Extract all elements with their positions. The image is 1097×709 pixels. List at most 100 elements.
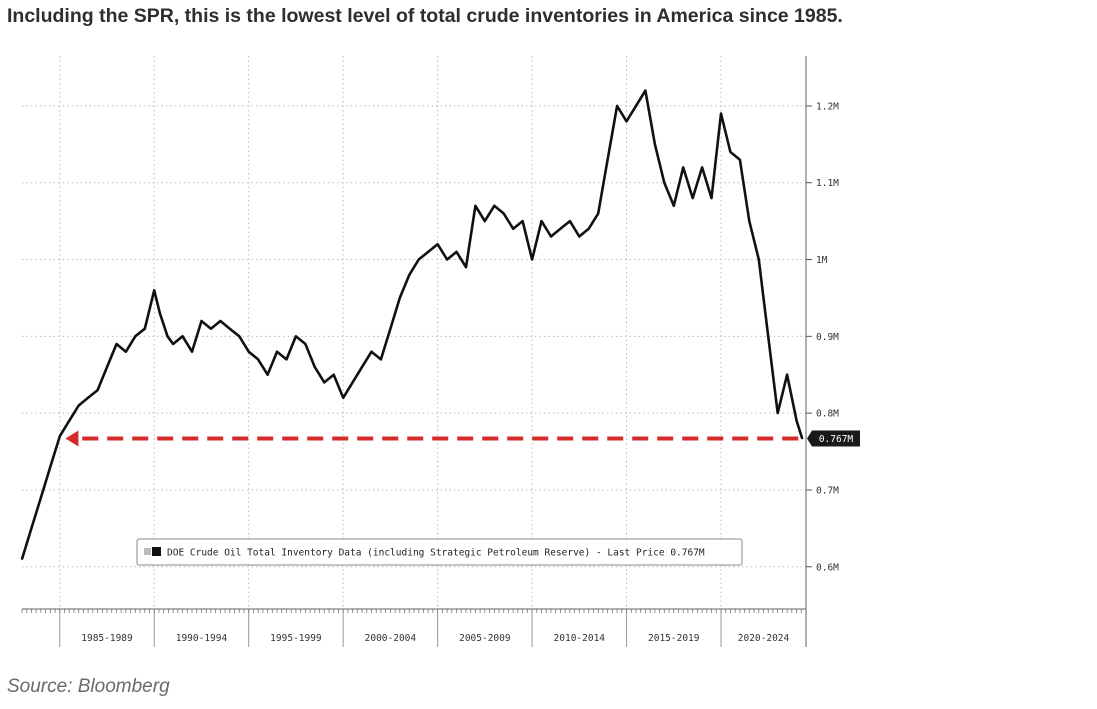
series-point — [578, 235, 581, 238]
series-point — [446, 258, 448, 261]
series-point — [483, 220, 486, 223]
series-point — [398, 297, 401, 299]
series-point — [257, 358, 260, 361]
series-point — [710, 197, 713, 199]
series-point — [512, 227, 515, 230]
series-point — [776, 412, 779, 415]
series-point — [531, 258, 533, 261]
series-point — [417, 258, 420, 261]
series-point — [304, 343, 307, 345]
series-point — [200, 320, 203, 322]
series-point — [247, 350, 250, 353]
series-point — [68, 419, 71, 422]
series-point — [153, 289, 156, 292]
series-point — [238, 335, 241, 338]
x-tick-label: 2015-2019 — [648, 633, 700, 644]
series-point — [323, 381, 326, 384]
series-point — [21, 558, 23, 560]
series-point — [87, 396, 90, 399]
series-point — [285, 358, 288, 361]
last-value-pointer — [807, 430, 812, 447]
series-point — [474, 204, 477, 207]
series-point — [616, 105, 618, 107]
series-point — [427, 250, 430, 253]
series-point — [210, 327, 212, 330]
series-layer — [20, 89, 804, 560]
series-point — [559, 227, 562, 230]
x-tick-label: 2010-2014 — [554, 633, 606, 644]
x-tick-label: 1990-1994 — [176, 633, 228, 644]
series-point — [597, 212, 600, 215]
x-tick-label: 1985-1989 — [81, 633, 133, 644]
series-point — [380, 358, 382, 361]
series-point — [295, 335, 297, 338]
line-chart: 0.6M 0.7M 0.8M 0.9M 1M 1.1M 1.2M 1985-1989 1990-… — [20, 56, 860, 647]
series-point — [493, 204, 496, 207]
series-point — [465, 266, 467, 269]
series-point — [587, 227, 590, 230]
x-tick-label: 2000-2004 — [365, 633, 417, 644]
series-point — [166, 335, 169, 338]
series-point — [795, 419, 798, 422]
series-point — [653, 143, 656, 146]
legend-box — [136, 538, 743, 566]
series-point — [455, 250, 458, 253]
y-tick-label: 0.9M — [816, 332, 839, 343]
series-point — [313, 366, 316, 368]
grid-layer — [22, 56, 806, 609]
series-point — [361, 366, 363, 368]
series-point — [143, 327, 146, 330]
series-point — [219, 320, 222, 322]
series-point — [266, 373, 269, 376]
series-point — [370, 350, 373, 353]
y-tick-label: 1.1M — [816, 178, 839, 189]
series-point — [729, 151, 732, 153]
series-point — [106, 366, 108, 368]
reference-arrowhead — [65, 430, 79, 447]
series-point — [436, 243, 439, 246]
legend-layer: DOE Crude Oil Total Inventory Data (incl… — [136, 538, 743, 566]
y-tick-label: 1.2M — [816, 101, 839, 112]
series-point — [691, 197, 694, 199]
series-point — [159, 312, 161, 315]
series-point — [96, 389, 99, 392]
series-point — [342, 396, 345, 399]
series-line-0 — [20, 89, 804, 560]
series-point — [606, 158, 609, 161]
series-point — [635, 105, 637, 107]
series-point — [351, 381, 354, 384]
y-tick-label: 1M — [816, 255, 828, 266]
source-note: Source: Bloomberg — [7, 676, 170, 697]
series-point — [115, 343, 118, 345]
y-tick-label: 0.7M — [816, 485, 839, 496]
last-value-label: 0.767M — [819, 434, 854, 445]
series-point — [408, 273, 411, 276]
series-point — [389, 327, 392, 330]
series-point — [134, 335, 137, 338]
series-point — [49, 466, 52, 468]
series-point — [720, 112, 722, 115]
x-tick-label: 2005-2009 — [459, 633, 511, 644]
series-point — [801, 437, 804, 440]
series-point — [228, 327, 231, 330]
series-point — [58, 435, 61, 438]
series-point — [521, 220, 524, 223]
legend-label: DOE Crude Oil Total Inventory Data (incl… — [167, 548, 705, 559]
series-point — [276, 350, 278, 353]
series-point — [625, 120, 628, 123]
series-point — [172, 343, 175, 345]
last-value-badge — [812, 430, 860, 447]
series-point — [502, 212, 505, 215]
series-point — [682, 166, 685, 169]
series-point — [757, 258, 760, 261]
series-point — [39, 496, 42, 499]
reference-layer: 0.767M — [65, 430, 860, 447]
series-point — [181, 335, 184, 338]
series-point — [738, 158, 741, 161]
y-tick-label: 0.8M — [816, 409, 839, 420]
series-point — [550, 235, 552, 238]
legend-swatch-outline — [144, 548, 151, 555]
series-point — [30, 527, 33, 530]
chart-headline: Including the SPR, this is the lowest le… — [7, 5, 843, 27]
series-point — [748, 220, 751, 223]
